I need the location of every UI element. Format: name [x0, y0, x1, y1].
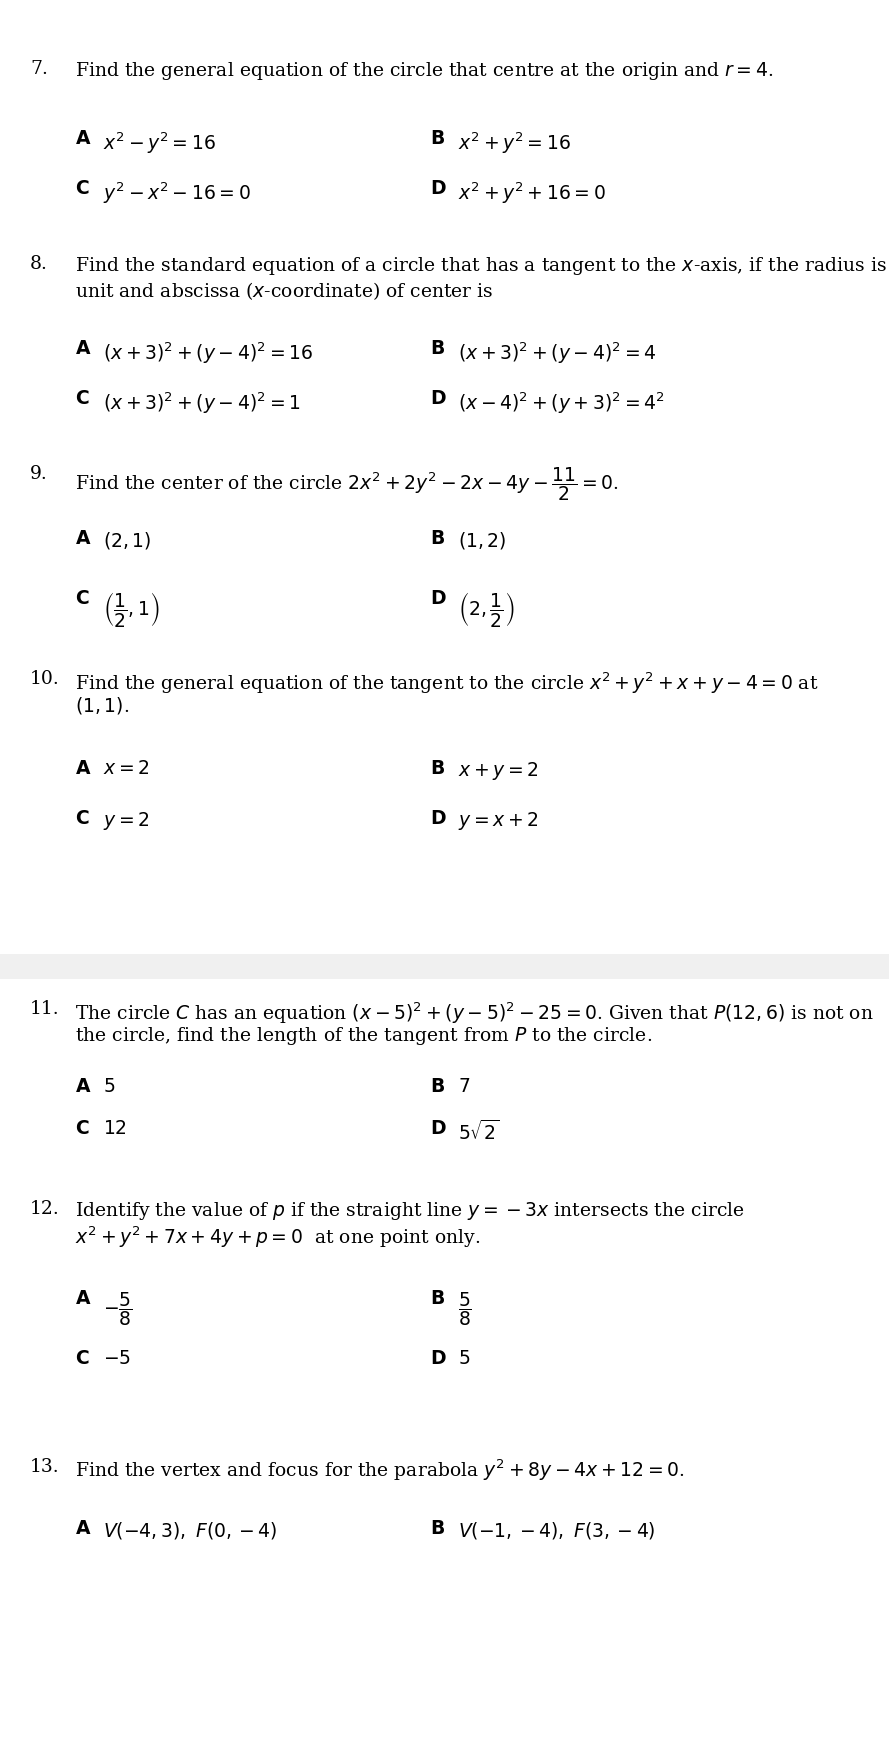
- Text: $\dfrac{5}{8}$: $\dfrac{5}{8}$: [458, 1290, 472, 1327]
- Text: 11.: 11.: [30, 1000, 60, 1017]
- Text: $y=x+2$: $y=x+2$: [458, 810, 539, 831]
- Text: $x+y=2$: $x+y=2$: [458, 759, 539, 782]
- Text: Find the center of the circle $2x^2+2y^2-2x-4y-\dfrac{11}{2}=0$.: Find the center of the circle $2x^2+2y^2…: [75, 466, 619, 503]
- Text: $-\dfrac{5}{8}$: $-\dfrac{5}{8}$: [103, 1290, 132, 1327]
- Text: $\mathbf{D}$: $\mathbf{D}$: [430, 179, 446, 199]
- Text: $x^2-y^2=16$: $x^2-y^2=16$: [103, 130, 216, 155]
- Text: $12$: $12$: [103, 1119, 127, 1137]
- Text: $\mathbf{C}$: $\mathbf{C}$: [75, 1349, 90, 1367]
- Text: $\mathbf{D}$: $\mathbf{D}$: [430, 1119, 446, 1137]
- Text: 7.: 7.: [30, 60, 48, 77]
- Text: $(1,1)$.: $(1,1)$.: [75, 694, 129, 715]
- Text: $\mathbf{D}$: $\mathbf{D}$: [430, 1349, 446, 1367]
- Text: 12.: 12.: [30, 1200, 60, 1218]
- Text: $(x+3)^2+(y-4)^2=16$: $(x+3)^2+(y-4)^2=16$: [103, 339, 313, 365]
- Text: $\mathbf{A}$: $\mathbf{A}$: [75, 529, 92, 548]
- Text: $\mathbf{D}$: $\mathbf{D}$: [430, 590, 446, 608]
- Text: $\left(2,\dfrac{1}{2}\right)$: $\left(2,\dfrac{1}{2}\right)$: [458, 590, 515, 629]
- Text: $\mathbf{C}$: $\mathbf{C}$: [75, 810, 90, 828]
- Text: $\mathbf{B}$: $\mathbf{B}$: [430, 1290, 445, 1307]
- Text: $(1,2)$: $(1,2)$: [458, 529, 507, 550]
- Text: Find the general equation of the circle that centre at the origin and $r=4$.: Find the general equation of the circle …: [75, 60, 773, 83]
- Text: 13.: 13.: [30, 1457, 60, 1476]
- Text: $\mathbf{B}$: $\mathbf{B}$: [430, 1077, 445, 1095]
- Text: $V(-4,3),\ F(0,-4)$: $V(-4,3),\ F(0,-4)$: [103, 1520, 277, 1541]
- Text: The circle $C$ has an equation $(x-5)^2+(y-5)^2-25=0$. Given that $P(12,6)$ is n: The circle $C$ has an equation $(x-5)^2+…: [75, 1000, 874, 1024]
- Text: $V(-1,-4),\ F(3,-4)$: $V(-1,-4),\ F(3,-4)$: [458, 1520, 655, 1541]
- Text: $\mathbf{C}$: $\mathbf{C}$: [75, 179, 90, 199]
- Text: Find the general equation of the tangent to the circle $x^2+y^2+x+y-4=0$ at: Find the general equation of the tangent…: [75, 669, 819, 696]
- Text: $y^2-x^2-16=0$: $y^2-x^2-16=0$: [103, 179, 251, 206]
- Text: $\mathbf{C}$: $\mathbf{C}$: [75, 590, 90, 608]
- Text: $5\sqrt{2}$: $5\sqrt{2}$: [458, 1119, 500, 1144]
- Text: $\mathbf{A}$: $\mathbf{A}$: [75, 1290, 92, 1307]
- Text: $\mathbf{B}$: $\mathbf{B}$: [430, 759, 445, 778]
- Text: $5$: $5$: [458, 1349, 470, 1367]
- Text: $(2,1)$: $(2,1)$: [103, 529, 151, 550]
- Text: $\mathbf{C}$: $\mathbf{C}$: [75, 390, 90, 408]
- Text: $\mathbf{B}$: $\mathbf{B}$: [430, 529, 445, 548]
- Bar: [0, 954, 889, 979]
- Text: $y=2$: $y=2$: [103, 810, 149, 831]
- Text: $x=2$: $x=2$: [103, 759, 149, 778]
- Text: $\mathbf{B}$: $\mathbf{B}$: [430, 339, 445, 358]
- Text: $\left(\dfrac{1}{2},1\right)$: $\left(\dfrac{1}{2},1\right)$: [103, 590, 160, 629]
- Text: $\mathbf{A}$: $\mathbf{A}$: [75, 130, 92, 148]
- Text: unit and abscissa ($x$-coordinate) of center is: unit and abscissa ($x$-coordinate) of ce…: [75, 279, 493, 302]
- Text: $-5$: $-5$: [103, 1349, 131, 1367]
- Text: $\mathbf{A}$: $\mathbf{A}$: [75, 339, 92, 358]
- Text: 10.: 10.: [30, 669, 60, 687]
- Text: the circle, find the length of the tangent from $P$ to the circle.: the circle, find the length of the tange…: [75, 1024, 653, 1047]
- Text: 9.: 9.: [30, 466, 48, 483]
- Text: $7$: $7$: [458, 1077, 470, 1095]
- Text: $\mathbf{A}$: $\mathbf{A}$: [75, 1520, 92, 1537]
- Text: $\mathbf{B}$: $\mathbf{B}$: [430, 130, 445, 148]
- Text: $\mathbf{C}$: $\mathbf{C}$: [75, 1119, 90, 1137]
- Text: $\mathbf{A}$: $\mathbf{A}$: [75, 1077, 92, 1095]
- Text: $x^2+y^2+7x+4y+p=0$  at one point only.: $x^2+y^2+7x+4y+p=0$ at one point only.: [75, 1225, 480, 1249]
- Text: Identify the value of $p$ if the straight line $y=-3x$ intersects the circle: Identify the value of $p$ if the straigh…: [75, 1200, 745, 1221]
- Text: $(x-4)^2+(y+3)^2=4^2$: $(x-4)^2+(y+3)^2=4^2$: [458, 390, 665, 415]
- Text: $(x+3)^2+(y-4)^2=1$: $(x+3)^2+(y-4)^2=1$: [103, 390, 300, 415]
- Text: $x^2+y^2+16=0$: $x^2+y^2+16=0$: [458, 179, 605, 206]
- Text: Find the vertex and focus for the parabola $y^2+8y-4x+12=0$.: Find the vertex and focus for the parabo…: [75, 1457, 685, 1483]
- Text: 8.: 8.: [30, 255, 48, 272]
- Text: $\mathbf{D}$: $\mathbf{D}$: [430, 390, 446, 408]
- Text: $(x+3)^2+(y-4)^2=4$: $(x+3)^2+(y-4)^2=4$: [458, 339, 656, 365]
- Text: Find the standard equation of a circle that has a tangent to the $x$-axis, if th: Find the standard equation of a circle t…: [75, 255, 889, 278]
- Text: $\mathbf{B}$: $\mathbf{B}$: [430, 1520, 445, 1537]
- Text: $\mathbf{D}$: $\mathbf{D}$: [430, 810, 446, 828]
- Text: $x^2+y^2=16$: $x^2+y^2=16$: [458, 130, 571, 155]
- Text: $5$: $5$: [103, 1077, 116, 1095]
- Text: $\mathbf{A}$: $\mathbf{A}$: [75, 759, 92, 778]
